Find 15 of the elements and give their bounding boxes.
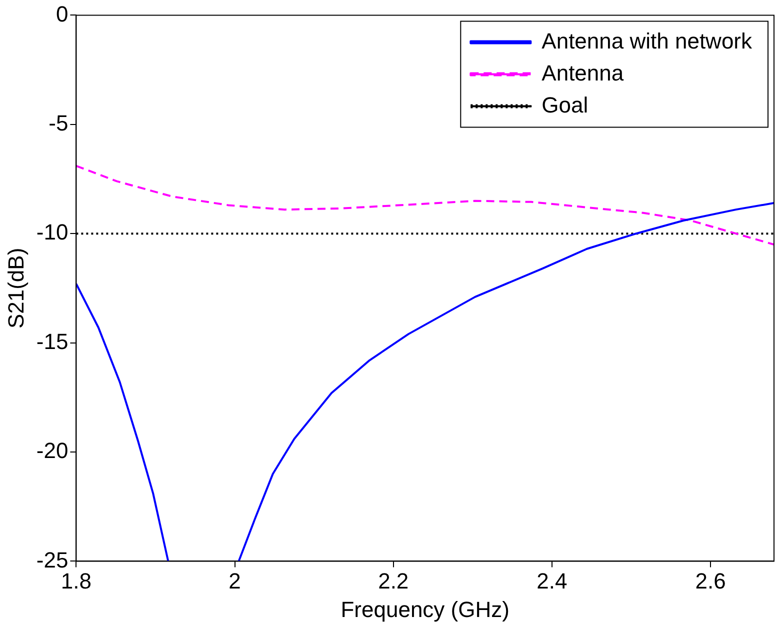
x-tick-label: 2.4 <box>536 568 568 594</box>
x-tick-label: 2 <box>228 568 241 594</box>
y-tick-label: -10 <box>36 220 68 245</box>
x-tick-label: 2.2 <box>378 568 409 594</box>
y-tick-label: 0 <box>56 1 68 26</box>
y-axis-title: S21(dB) <box>3 248 28 329</box>
y-tick-label: -5 <box>48 110 68 136</box>
line-series <box>76 164 774 246</box>
y-tick-label: -15 <box>36 328 68 354</box>
legend-label: Goal <box>542 92 588 118</box>
legend-label: Antenna <box>542 60 624 86</box>
x-axis-title: Frequency (GHz) <box>340 596 510 622</box>
x-tick-label: 2.6 <box>695 568 726 594</box>
y-tick-label: -20 <box>36 438 68 464</box>
legend-label: Antenna with network <box>542 28 753 54</box>
